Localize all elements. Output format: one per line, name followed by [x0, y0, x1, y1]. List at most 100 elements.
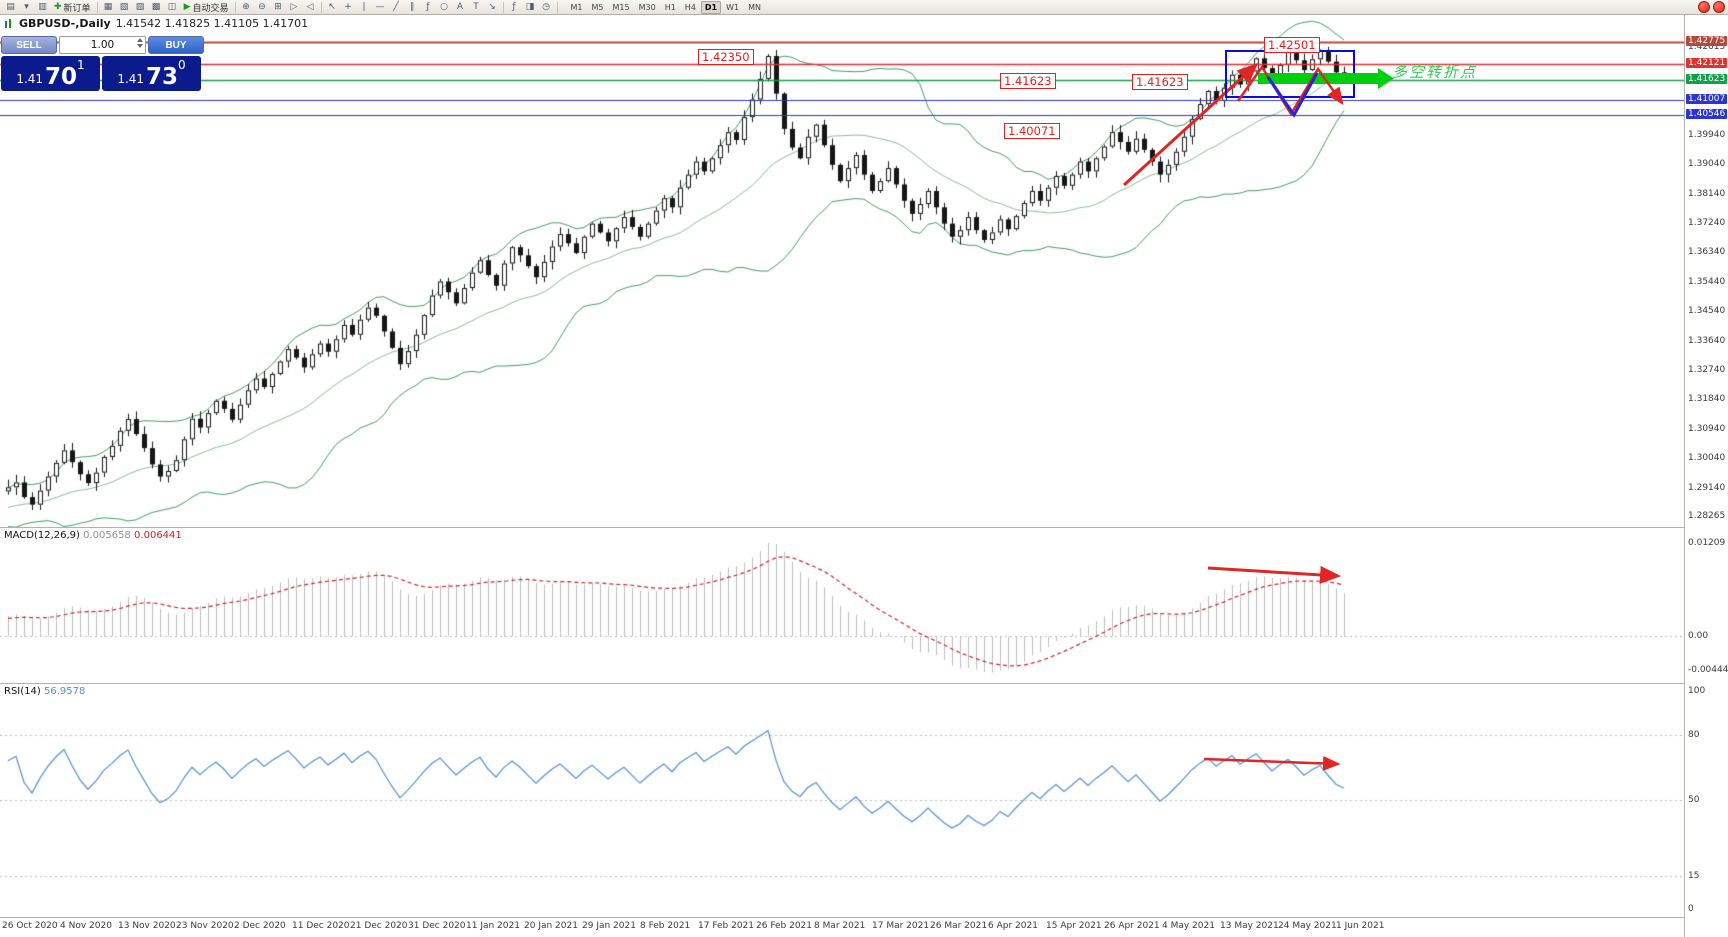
horizontal-line-icon[interactable]: — — [375, 2, 385, 12]
channel-icon[interactable]: ∥ — [409, 2, 415, 12]
chart-shift-icon[interactable]: ◁ — [306, 2, 314, 12]
volume-input[interactable]: 1.00 — [59, 36, 146, 54]
autotrading-button[interactable]: ▶ 自动交易 — [181, 1, 232, 14]
timeframe-m1-button[interactable]: M1 — [570, 2, 583, 12]
date-label: 8 Mar 2021 — [814, 921, 866, 931]
toolbar-separator — [96, 1, 98, 13]
volume-spinner[interactable] — [137, 38, 143, 48]
price-flag[interactable]: 1.42501 — [1264, 37, 1320, 53]
crosshair-icon[interactable]: + — [344, 2, 352, 12]
auto-scroll-icon[interactable]: ▷ — [290, 2, 298, 12]
label-icon[interactable]: T — [473, 2, 479, 12]
rsi-indicator-label: RSI(14) 56.9578 — [4, 686, 85, 697]
sell-price-pips: 70 — [45, 64, 78, 90]
terminal-icon[interactable]: ▩ — [151, 2, 161, 12]
price-flag[interactable]: 1.40071 — [1004, 123, 1060, 139]
price-axis-label: 1.35440 — [1688, 277, 1726, 287]
macd-panel-separator[interactable] — [0, 527, 1728, 528]
price-chart-canvas[interactable] — [0, 15, 1684, 527]
periods-icon[interactable]: ◷ — [542, 2, 550, 12]
price-axis-label: 1.36340 — [1688, 247, 1726, 257]
new-order-icon: ✚ — [54, 2, 62, 12]
new-order-button-label: 新订单 — [63, 3, 91, 14]
price-axis-label: 1.38140 — [1688, 189, 1726, 199]
autotrading-icon: ▶ — [183, 2, 191, 12]
zoom-in-icon[interactable]: ⊕ — [242, 2, 250, 12]
arrow-object-icon[interactable]: ↘ — [488, 2, 496, 12]
strategy-tester-icon[interactable]: ◫ — [167, 2, 177, 12]
sell-button[interactable]: SELL — [1, 36, 57, 54]
timeframe-m5-button[interactable]: M5 — [591, 2, 604, 12]
toolbar: ▤ ▾ ▥ ✚ 新订单 ▦ ▧ ▨ ▩ ◫ ▶ 自动交易 ⊕ ⊖ ⊞ ▷ ◁ ↖ + | — ╱ ∥ ƒ ○ A T ↘ ƒ ◨ ◷ M1 M… — [0, 0, 1728, 15]
annotation-note[interactable]: 多空转折点 — [1392, 63, 1478, 81]
macd-main-value: 0.005658 — [83, 530, 131, 541]
new-order-button[interactable]: ✚ 新订单 — [51, 1, 94, 14]
price-axis-label: 1.31840 — [1688, 394, 1726, 404]
timeframe-h1-button[interactable]: H1 — [664, 2, 676, 12]
market-watch-icon[interactable]: ▦ — [103, 2, 113, 12]
price-axis-tag: 1.42121 — [1686, 58, 1728, 68]
timeframe-d1-button[interactable]: D1 — [700, 0, 722, 14]
macd-axis-label: -0.004446 — [1688, 665, 1728, 675]
price-axis-label: 1.30040 — [1688, 453, 1726, 463]
rsi-panel-canvas[interactable] — [0, 683, 1684, 917]
macd-indicator-label: MACD(12,26,9) 0.005658 0.006441 — [4, 530, 182, 541]
price-axis-tag: 1.42775 — [1686, 36, 1728, 46]
chart-dropdown-icon[interactable]: ▾ — [24, 2, 29, 12]
timeframe-m30-button[interactable]: M30 — [638, 2, 656, 12]
timeframe-bar: M1 M5 M15 M30 H1 H4 D1 W1 MN — [567, 0, 766, 14]
price-flag[interactable]: 1.41623 — [1132, 74, 1188, 90]
price-axis-label: 1.32740 — [1688, 365, 1726, 375]
spin-down-icon — [137, 44, 143, 48]
price-flag[interactable]: 1.42350 — [698, 49, 754, 65]
date-label: 21 Dec 2020 — [350, 921, 408, 931]
autotrading-button-label: 自动交易 — [192, 3, 229, 14]
date-label: 4 Nov 2020 — [60, 921, 112, 931]
navigator-icon[interactable]: ▨ — [135, 2, 145, 12]
rsi-axis-label: 0 — [1688, 904, 1694, 914]
buy-button[interactable]: BUY — [148, 36, 204, 54]
rsi-axis-label: 15 — [1688, 871, 1700, 881]
timeframe-mn-button[interactable]: MN — [748, 2, 762, 12]
price-axis-label: 1.42615 — [1688, 42, 1726, 52]
text-icon[interactable]: A — [456, 2, 464, 12]
sell-price-display[interactable]: 1.41 70 1 — [1, 56, 100, 91]
shapes-icon[interactable]: ○ — [440, 2, 448, 12]
new-chart-icon[interactable]: ▤ — [6, 2, 15, 12]
fibonacci-icon[interactable]: ƒ — [426, 2, 430, 12]
date-label: 26 Mar 2021 — [930, 921, 988, 931]
zoom-out-icon[interactable]: ⊖ — [258, 2, 266, 12]
data-window-icon[interactable]: ▧ — [119, 2, 129, 12]
buy-price-display[interactable]: 1.41 73 0 — [102, 56, 201, 91]
date-label: 31 Dec 2020 — [408, 921, 466, 931]
date-label: 4 May 2021 — [1162, 921, 1215, 931]
date-label: 11 Dec 2020 — [292, 921, 350, 931]
price-axis-tag: 1.40546 — [1686, 109, 1728, 119]
price-axis-label: 1.39040 — [1688, 159, 1726, 169]
templates-icon[interactable]: ◨ — [525, 2, 535, 12]
date-label: 26 Oct 2020 — [2, 921, 58, 931]
rsi-panel-separator[interactable] — [0, 683, 1728, 684]
indicators-icon[interactable]: ƒ — [512, 2, 516, 12]
cursor-icon[interactable]: ↖ — [328, 2, 336, 12]
chart-window: 1.42775 1.42121 1.41623 1.41007 1.40546 1.426… — [0, 15, 1728, 937]
timeframe-w1-button[interactable]: W1 — [726, 2, 740, 12]
macd-panel-canvas[interactable] — [0, 527, 1684, 683]
vertical-line-icon[interactable]: | — [362, 2, 366, 12]
profiles-icon[interactable]: ▥ — [38, 2, 47, 12]
notification-icon[interactable] — [1713, 1, 1725, 13]
news-alert-icon[interactable] — [1698, 1, 1710, 13]
price-flag[interactable]: 1.41623 — [1000, 73, 1056, 89]
trendline-icon[interactable]: ╱ — [393, 2, 399, 12]
rsi-name: RSI(14) — [4, 686, 41, 697]
date-label: 1 Jun 2021 — [1336, 921, 1385, 931]
toolbar-buttons: ▤ ▾ ▥ ✚ 新订单 ▦ ▧ ▨ ▩ ◫ ▶ 自动交易 ⊕ ⊖ ⊞ ▷ ◁ ↖ + | — ╱ ∥ ƒ ○ A T ↘ ƒ ◨ ◷ — [3, 1, 560, 14]
price-axis-label: 1.29140 — [1688, 483, 1726, 493]
date-label: 26 Apr 2021 — [1104, 921, 1160, 931]
toolbar-separator — [234, 1, 236, 13]
buy-price-pips: 73 — [146, 64, 179, 90]
ohlc-values: 1.41542 1.41825 1.41105 1.41701 — [115, 17, 309, 30]
timeframe-m15-button[interactable]: M15 — [612, 2, 630, 12]
tile-windows-icon[interactable]: ⊞ — [274, 2, 282, 12]
timeframe-h4-button[interactable]: H4 — [684, 2, 696, 12]
